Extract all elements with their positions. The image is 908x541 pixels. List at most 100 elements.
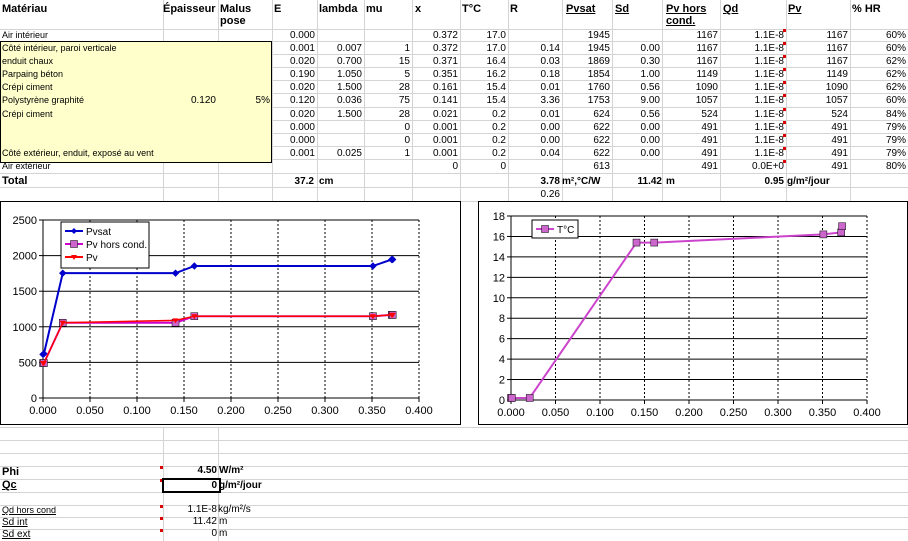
- cell-e[interactable]: 0.020: [289, 82, 315, 93]
- cell-x[interactable]: 0.001: [432, 135, 458, 146]
- cell-t[interactable]: 0.2: [492, 135, 506, 146]
- cell-e[interactable]: 0.000: [289, 30, 315, 41]
- cell-qd[interactable]: 1.1E-8: [754, 56, 784, 67]
- cell-r[interactable]: 0.18: [540, 69, 560, 80]
- cell-sd[interactable]: [612, 29, 660, 42]
- cell-pvhc[interactable]: 1167: [696, 30, 718, 41]
- cell-malus[interactable]: [218, 81, 270, 94]
- cell-pvsat[interactable]: 1945: [587, 30, 610, 41]
- cell-hr[interactable]: 79%: [885, 148, 906, 159]
- cell-mu[interactable]: 15: [398, 56, 410, 67]
- cell-sd[interactable]: 0.56: [640, 82, 660, 93]
- cell-r[interactable]: 3.36: [540, 95, 560, 106]
- cell-mu[interactable]: 0: [404, 135, 410, 146]
- cell-pv[interactable]: 524: [831, 109, 848, 120]
- cell-pvhc[interactable]: 1057: [695, 95, 718, 106]
- cell-t[interactable]: 17.0: [486, 43, 506, 54]
- cell-ep[interactable]: [163, 42, 216, 55]
- cell-pvsat[interactable]: 613: [593, 161, 610, 172]
- cell-t[interactable]: 16.2: [486, 69, 506, 80]
- cell-r[interactable]: 0.00: [540, 135, 560, 146]
- cell-lambda[interactable]: [317, 121, 362, 134]
- cell-pvsat[interactable]: 1869: [587, 56, 610, 67]
- qc-input-cell[interactable]: [162, 478, 221, 493]
- cell-hr[interactable]: 84%: [885, 109, 906, 120]
- cell-x[interactable]: 0.001: [432, 122, 458, 133]
- cell-e[interactable]: 0.020: [289, 109, 315, 120]
- cell-t[interactable]: 15.4: [486, 82, 506, 93]
- cell-hr[interactable]: 60%: [885, 30, 906, 41]
- cell-ep[interactable]: [163, 29, 216, 42]
- cell-ep[interactable]: [163, 121, 216, 134]
- cell-e[interactable]: 0.120: [289, 95, 315, 106]
- cell-mat[interactable]: Côté intérieur, paroi verticale: [2, 43, 117, 53]
- cell-hr[interactable]: 79%: [885, 122, 906, 133]
- cell-mat[interactable]: Air extérieur: [2, 161, 51, 171]
- cell-e[interactable]: 0.000: [289, 135, 315, 146]
- cell-sd[interactable]: 0.56: [640, 109, 660, 120]
- cell-pvhc[interactable]: 1149: [696, 69, 718, 80]
- cell-mu[interactable]: 0: [404, 122, 410, 133]
- cell-e[interactable]: 0.001: [289, 43, 315, 54]
- cell-pvsat[interactable]: 622: [593, 122, 610, 133]
- cell-sd[interactable]: 1.00: [640, 69, 660, 80]
- cell-mu[interactable]: [364, 29, 410, 42]
- cell-lambda[interactable]: 0.025: [336, 148, 362, 159]
- cell-pvhc[interactable]: 1167: [696, 43, 718, 54]
- cell-mu[interactable]: 28: [398, 82, 410, 93]
- cell-pv[interactable]: 491: [831, 161, 848, 172]
- cell-pvhc[interactable]: 491: [701, 122, 718, 133]
- cell-hr[interactable]: 62%: [885, 69, 906, 80]
- cell-e[interactable]: 0.020: [289, 56, 315, 67]
- cell-mat[interactable]: Crépi ciment: [2, 109, 53, 119]
- cell-e[interactable]: 0.001: [289, 148, 315, 159]
- cell-qd[interactable]: 1.1E-8: [754, 69, 784, 80]
- cell-hr[interactable]: 79%: [885, 135, 906, 146]
- cell-mu[interactable]: 5: [404, 69, 410, 80]
- cell-pv[interactable]: 1167: [826, 43, 848, 54]
- cell-hr[interactable]: 60%: [885, 95, 906, 106]
- cell-ep[interactable]: 0.120: [190, 95, 216, 106]
- cell-malus[interactable]: [218, 134, 270, 147]
- cell-pv[interactable]: 1167: [826, 56, 848, 67]
- cell-sd[interactable]: 0.00: [640, 148, 660, 159]
- cell-x[interactable]: 0.161: [432, 82, 458, 93]
- cell-lambda[interactable]: 0.036: [336, 95, 362, 106]
- cell-sd[interactable]: 0.30: [640, 56, 660, 67]
- cell-malus[interactable]: [218, 68, 270, 81]
- cell-lambda[interactable]: [317, 134, 362, 147]
- cell-lambda[interactable]: [317, 29, 362, 42]
- cell-r[interactable]: [508, 29, 560, 42]
- cell-mu[interactable]: 28: [398, 109, 410, 120]
- cell-qd[interactable]: 0.0E+0: [752, 161, 784, 172]
- cell-t[interactable]: 15.4: [486, 95, 506, 106]
- cell-x[interactable]: 0.372: [432, 43, 458, 54]
- cell-ep[interactable]: [163, 134, 216, 147]
- cell-malus[interactable]: [218, 121, 270, 134]
- cell-pvhc[interactable]: 491: [701, 161, 718, 172]
- cell-lambda[interactable]: 1.500: [336, 82, 362, 93]
- cell-ep[interactable]: [163, 55, 216, 68]
- cell-malus[interactable]: [218, 42, 270, 55]
- cell-pv[interactable]: 1149: [826, 69, 848, 80]
- cell-r[interactable]: [508, 160, 560, 173]
- cell-x[interactable]: 0.141: [432, 95, 458, 106]
- cell-pv[interactable]: 1057: [825, 95, 848, 106]
- cell-ep[interactable]: [163, 108, 216, 121]
- cell-mat[interactable]: enduit chaux: [2, 56, 54, 66]
- cell-qd[interactable]: 1.1E-8: [754, 95, 784, 106]
- cell-qd[interactable]: 1.1E-8: [754, 43, 784, 54]
- cell-pvhc[interactable]: 1090: [695, 82, 718, 93]
- cell-hr[interactable]: 80%: [885, 161, 906, 172]
- cell-x[interactable]: 0.021: [432, 109, 458, 120]
- cell-t[interactable]: 17.0: [486, 30, 506, 41]
- cell-pv[interactable]: 491: [831, 135, 848, 146]
- cell-mu[interactable]: 1: [404, 148, 410, 159]
- cell-malus[interactable]: [218, 160, 270, 173]
- cell-qd[interactable]: 1.1E-8: [754, 122, 784, 133]
- cell-mat[interactable]: Côté extérieur, enduit, exposé au vent: [2, 148, 154, 158]
- cell-t[interactable]: 16.4: [486, 56, 506, 67]
- cell-qd[interactable]: 1.1E-8: [754, 109, 784, 120]
- cell-t[interactable]: 0.2: [492, 122, 506, 133]
- cell-lambda[interactable]: 0.007: [336, 43, 362, 54]
